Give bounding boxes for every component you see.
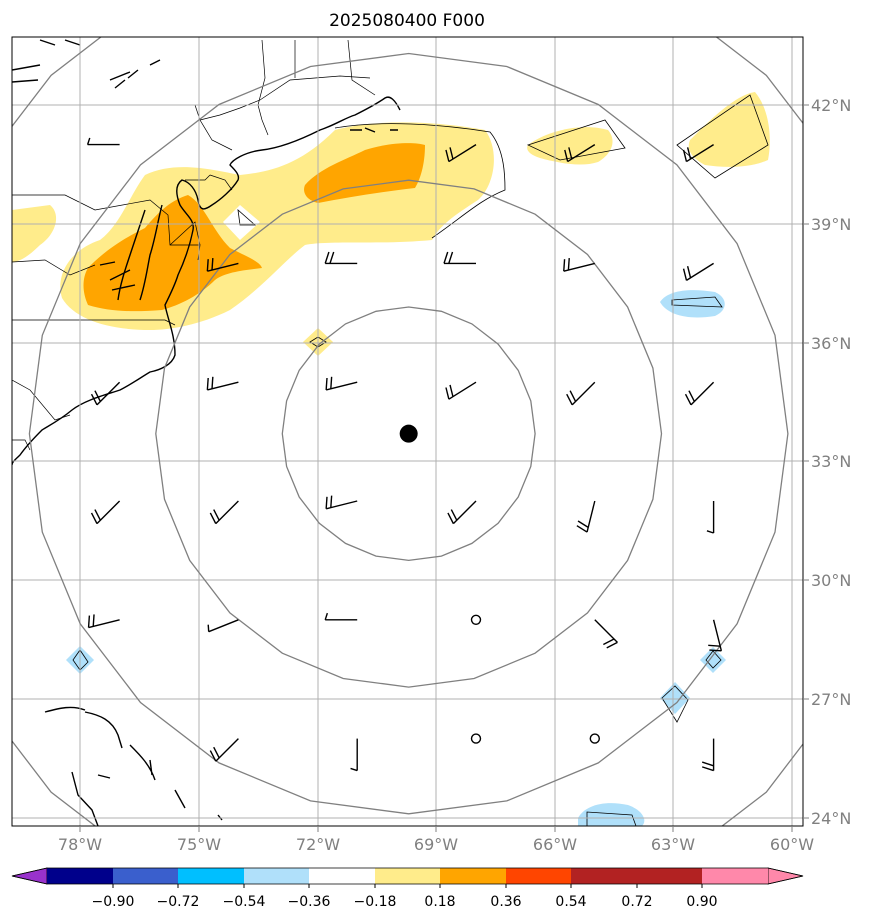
wind-barb (209, 500, 239, 525)
wind-barb (350, 738, 358, 772)
wind-barb (447, 500, 477, 525)
lon-tick-label-75w: 75°W (177, 835, 221, 854)
colorbar-segment (702, 868, 768, 884)
storm-center-marker (399, 424, 418, 443)
wind-barbs (86, 137, 723, 772)
colorbar: −0.90 −0.72 −0.54 −0.36 −0.18 0.18 0.36 … (11, 867, 804, 910)
wind-barb (445, 144, 477, 163)
field-shading-negative-light (66, 290, 726, 826)
colorbar-tick-label: −0.54 (223, 894, 266, 910)
colorbar-segment (309, 868, 375, 884)
range-ring (281, 306, 536, 562)
lon-tick-label-72w: 72°W (296, 835, 340, 854)
map-title: 2025080400 F000 (329, 11, 485, 31)
wind-barb (470, 614, 482, 625)
colorbar-segment (113, 868, 178, 884)
colorbar-extend-low (11, 867, 48, 885)
wind-barb (564, 144, 596, 163)
wind-barb (682, 144, 714, 163)
field-shading-positive-strong (83, 143, 425, 312)
wind-barb (684, 381, 715, 406)
range-ring (155, 179, 663, 688)
wind-barb (207, 619, 239, 633)
colorbar-segment (244, 868, 309, 884)
lat-tick-label-30n: 30°N (811, 571, 851, 590)
wind-barb (563, 257, 595, 272)
colorbar-outline (11, 867, 804, 885)
coastlines (12, 39, 401, 826)
wind-barb (206, 376, 239, 391)
colorbar-tick-label: −0.72 (157, 894, 200, 910)
colorbar-tick-label: −0.18 (354, 894, 397, 910)
colorbar-segment (375, 868, 440, 884)
colorbar-segment (637, 868, 702, 884)
colorbar-tick-label: 0.90 (686, 894, 717, 910)
wind-barb (708, 619, 723, 652)
colorbar-tick-label: 0.36 (490, 894, 521, 910)
lat-tick-label-39n: 39°N (811, 215, 851, 234)
wind-barb (682, 262, 714, 281)
wind-barb (324, 251, 358, 265)
lat-tick-labels: 42°N 39°N 36°N 33°N 30°N 27°N 24°N (811, 96, 851, 828)
field-contour-outlines (72, 94, 769, 826)
lon-tick-label-63w: 63°W (651, 835, 695, 854)
wind-barb (325, 376, 358, 391)
wind-barb (470, 733, 482, 744)
wind-barb (576, 500, 596, 533)
colorbar-extend-high (767, 867, 804, 885)
lat-tick-label-36n: 36°N (811, 334, 851, 353)
colorbar-tick-label: 0.72 (621, 894, 652, 910)
lon-tick-label-66w: 66°W (533, 835, 577, 854)
wind-barb (443, 251, 476, 265)
lat-axis (803, 104, 809, 819)
lat-tick-label-42n: 42°N (811, 96, 851, 115)
wind-barb (589, 733, 600, 744)
colorbar-tick-label: 0.54 (555, 894, 586, 910)
range-ring (28, 52, 789, 815)
lon-tick-label-60w: 60°W (770, 835, 814, 854)
wind-barb (324, 612, 358, 621)
lat-tick-label-24n: 24°N (811, 809, 851, 828)
colorbar-segment (47, 868, 113, 884)
colorbar-segment (178, 868, 244, 884)
map-frame (11, 36, 804, 827)
lon-axis (79, 826, 793, 832)
wind-barb (206, 257, 239, 272)
colorbar-tick-label: −0.36 (288, 894, 331, 910)
colorbar-segment (571, 868, 637, 884)
wind-barb (701, 738, 715, 772)
wind-barb (86, 137, 120, 146)
wind-barb (90, 500, 121, 525)
lon-tick-label-69w: 69°W (414, 835, 458, 854)
wind-barb (445, 381, 477, 400)
lat-tick-label-33n: 33°N (811, 452, 851, 471)
wind-barb (706, 501, 715, 534)
colorbar-segment (440, 868, 506, 884)
wind-barb (325, 495, 358, 510)
colorbar-tick-label: 0.18 (424, 894, 455, 910)
lat-tick-label-27n: 27°N (811, 690, 851, 709)
wind-barb (566, 381, 596, 406)
colorbar-segment (506, 868, 571, 884)
wind-barb (87, 614, 120, 629)
wind-barb (90, 381, 121, 406)
colorbar-tick-label: −0.90 (92, 894, 135, 910)
lon-tick-labels: 78°W 75°W 72°W 69°W 66°W 63°W 60°W (58, 835, 814, 854)
wind-barb (209, 738, 239, 762)
lon-tick-label-78w: 78°W (58, 835, 102, 854)
wind-barb (594, 619, 618, 649)
gridlines (12, 37, 803, 826)
